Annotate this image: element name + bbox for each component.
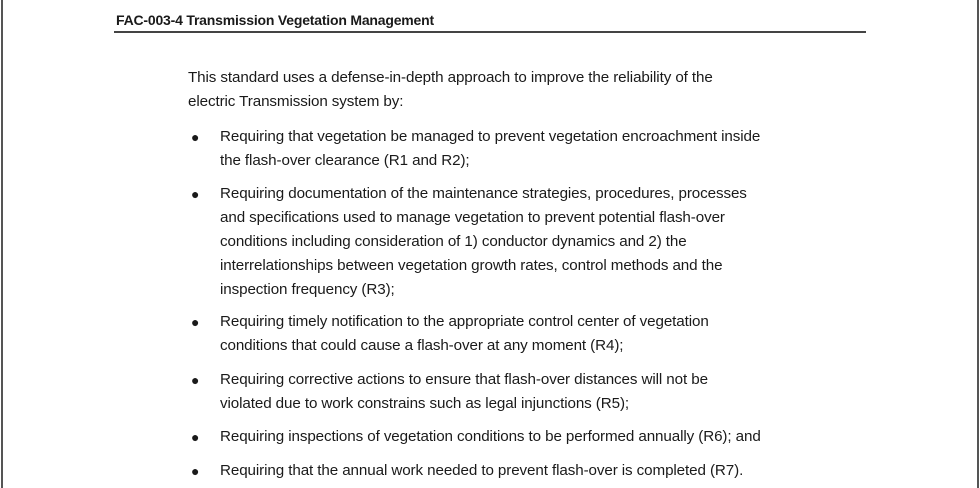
page-border-left	[1, 0, 3, 488]
list-item-text: and specifications used to manage vegeta…	[220, 209, 725, 226]
text-line: electric Transmission system by:	[188, 93, 404, 110]
page-border-right	[977, 0, 979, 488]
list-item-text: Requiring timely notification to the app…	[220, 313, 709, 330]
bullet-icon: ●	[191, 129, 200, 145]
list-item-text: Requiring that the annual work needed to…	[220, 462, 744, 479]
bullet-icon: ●	[191, 314, 200, 330]
list-item-text: the flash-over clearance (R1 and R2);	[220, 152, 470, 169]
bullet-icon: ●	[191, 463, 200, 479]
list-item-text: Requiring that vegetation be managed to …	[220, 128, 761, 145]
header-rule	[114, 31, 866, 33]
list-item-text: violated due to work constrains such as …	[220, 395, 630, 412]
list-item-text: Requiring documentation of the maintenan…	[220, 185, 747, 202]
bullet-icon: ●	[191, 429, 200, 445]
list-item-text: Requiring corrective actions to ensure t…	[220, 371, 708, 388]
document-header-title: FAC-003-4 Transmission Vegetation Manage…	[116, 12, 434, 28]
list-item-text: Requiring inspections of vegetation cond…	[220, 428, 761, 445]
list-item-text: inspection frequency (R3);	[220, 281, 395, 298]
text-line: This standard uses a defense-in-depth ap…	[188, 69, 713, 86]
bullet-icon: ●	[191, 372, 200, 388]
list-item-text: conditions including consideration of 1)…	[220, 233, 687, 250]
list-item-text: conditions that could cause a flash-over…	[220, 337, 624, 354]
list-item-text: interrelationships between vegetation gr…	[220, 257, 723, 274]
bullet-icon: ●	[191, 186, 200, 202]
